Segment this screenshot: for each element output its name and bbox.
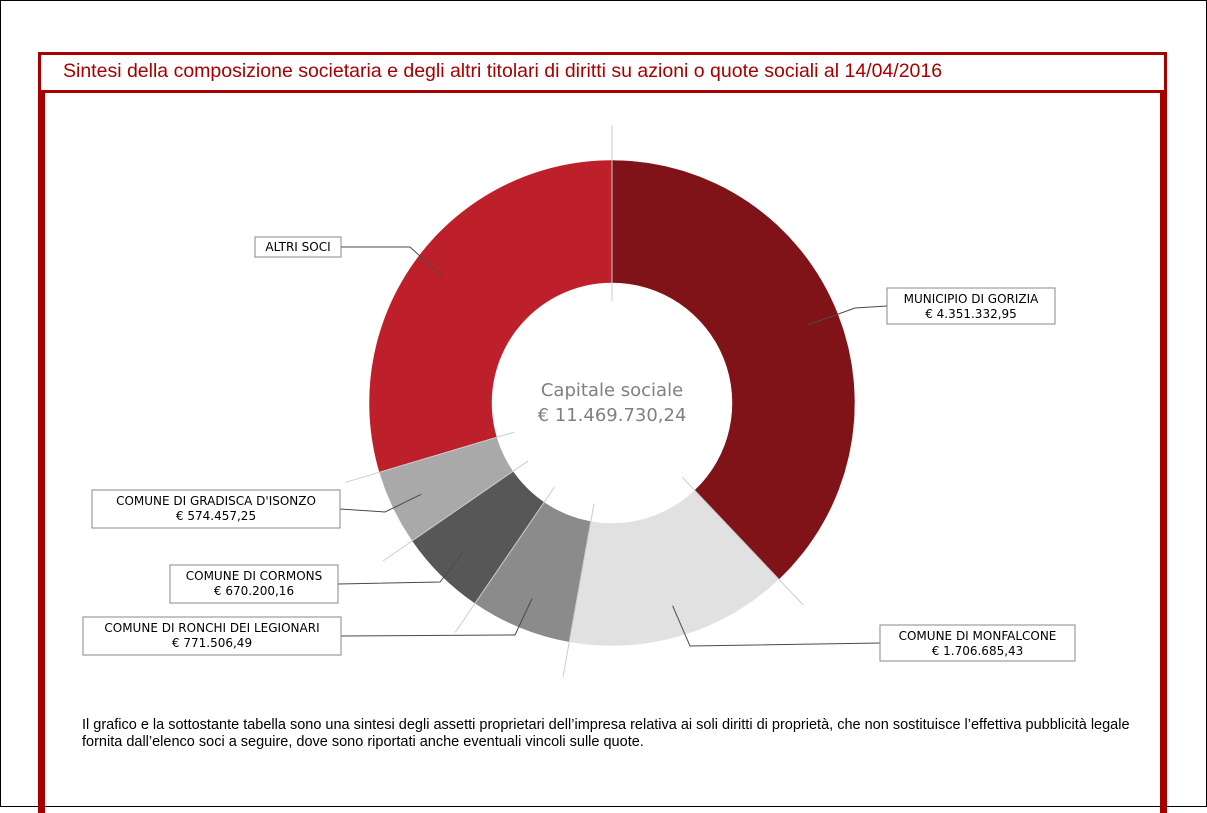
label-comune-di-gradisca-d-isonzo: COMUNE DI GRADISCA D'ISONZO€ 574.457,25 [91,489,341,529]
label-municipio-di-gorizia: MUNICIPIO DI GORIZIA€ 4.351.332,95 [886,287,1056,325]
section-left-border [38,93,45,813]
label-comune-di-ronchi-dei-legionari: COMUNE DI RONCHI DEI LEGIONARI€ 771.506,… [82,616,342,656]
section-title-bar: Sintesi della composizione societaria e … [38,52,1167,93]
label-connector [339,493,422,513]
slice-altri-soci [368,159,613,473]
chart-slices [368,159,856,647]
label-value: € 771.506,49 [172,636,252,650]
label-connector [672,605,881,647]
label-box-frame [879,624,1076,662]
center-title: Capitale sociale [541,380,683,401]
label-altri-soci: ALTRI SOCI [254,236,342,258]
chart-labels: MUNICIPIO DI GORIZIA€ 4.351.332,95 COMUNE… [82,236,1076,662]
label-value: € 670.200,16 [214,584,294,598]
label-name: COMUNE DI CORMONS [186,569,322,583]
slice-comune-di-monfalcone [568,489,780,647]
section-title: Sintesi della composizione societaria e … [63,60,943,82]
label-box-frame [82,616,342,656]
label-box-frame [169,564,339,604]
center-value: € 11.469.730,24 [538,405,687,426]
label-value: € 4.351.332,95 [925,307,1017,321]
label-box-frame [886,287,1056,325]
label-box-frame [91,489,341,529]
label-connector [808,305,888,326]
label-connector [341,246,443,277]
chart-ticks [345,125,804,677]
label-value: € 574.457,25 [176,509,256,523]
slice-municipio-di-gorizia [611,159,856,580]
label-name: COMUNE DI GRADISCA D'ISONZO [116,494,316,508]
label-box-frame [254,236,342,258]
label-comune-di-cormons: COMUNE DI CORMONS€ 670.200,16 [169,564,339,604]
slice-boundary-tick [562,503,595,677]
label-name: COMUNE DI MONFALCONE [899,629,1057,643]
section-right-border [1160,93,1167,813]
slice-boundary-tick [681,476,804,606]
label-name: COMUNE DI RONCHI DEI LEGIONARI [104,621,319,635]
label-connector [337,552,464,585]
label-comune-di-monfalcone: COMUNE DI MONFALCONE€ 1.706.685,43 [879,624,1076,662]
label-connector [340,598,533,637]
disclaimer-note: Il grafico e la sottostante tabella sono… [82,717,1130,750]
slice-boundary-tick [345,431,515,483]
label-name: ALTRI SOCI [265,240,330,254]
donut-chart: MUNICIPIO DI GORIZIA€ 4.351.332,95 COMUNE… [82,125,1076,677]
label-value: € 1.706.685,43 [932,644,1024,658]
slice-boundary-tick [382,460,529,562]
slice-boundary-tick [454,486,555,633]
ownership-section: Sintesi della composizione societaria e … [38,52,1167,813]
label-name: MUNICIPIO DI GORIZIA [904,292,1040,306]
